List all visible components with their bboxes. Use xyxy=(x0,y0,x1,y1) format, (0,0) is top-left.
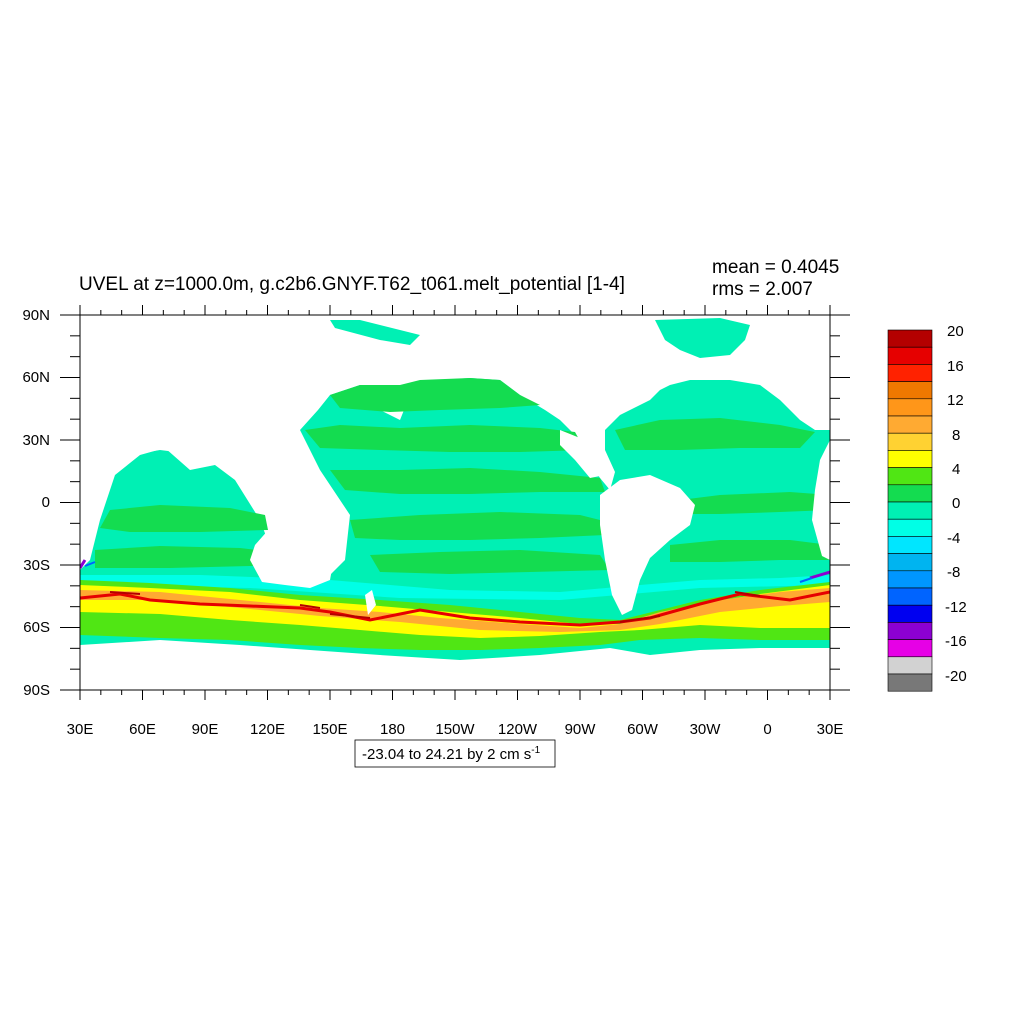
colorbar-label: 8 xyxy=(952,427,960,444)
acc-core-jet xyxy=(80,590,830,627)
colorbar-label: 4 xyxy=(952,461,960,478)
antarctica-land xyxy=(80,640,830,690)
x-tick-label: 180 xyxy=(380,721,405,738)
colorbar-box xyxy=(887,432,933,451)
acc-orange-band xyxy=(80,588,830,632)
arctic-field xyxy=(330,318,750,358)
atlantic-green-band-1 xyxy=(615,418,815,450)
colorbar-label: -16 xyxy=(945,633,967,650)
colorbar-box xyxy=(887,398,933,417)
colorbar-box xyxy=(887,622,933,640)
colorbar-box xyxy=(887,656,933,675)
y-tick-label: 60N xyxy=(22,369,50,386)
y-tick-label: 30N xyxy=(22,432,50,449)
x-tick-label: 30E xyxy=(67,721,94,738)
colorbar-label: -8 xyxy=(947,564,960,581)
colorbar-box xyxy=(887,467,933,486)
colorbar-label: -4 xyxy=(947,530,960,547)
colorbar-box xyxy=(887,450,933,468)
pacific-green-band-2 xyxy=(305,425,585,452)
acc-core-jet-dark xyxy=(109,591,761,623)
x-tick-label: 150E xyxy=(312,721,347,738)
pacific-green-band-1 xyxy=(330,378,540,412)
colorbar-box xyxy=(887,536,933,554)
colorbar-label: 20 xyxy=(947,323,964,340)
x-tick-label: 30W xyxy=(690,721,722,738)
atlantic-green-band-3 xyxy=(670,540,830,562)
y-tick-label: 30S xyxy=(23,557,50,574)
colorbar-labels: 20 16 12 8 4 0 -4 -8 -12 -16 -20 xyxy=(945,323,967,685)
eurasia-land xyxy=(80,320,330,470)
colorbar-label: -20 xyxy=(945,668,967,685)
colorbar-box xyxy=(887,381,933,400)
contour-range-box: -23.04 to 24.21 by 2 cm s-1 xyxy=(354,739,556,768)
plot-title: UVEL at z=1000.0m, g.c2b6.GNYF.T62_t061.… xyxy=(79,274,625,295)
colorbar-box xyxy=(887,484,933,503)
y-tick-label: 90N xyxy=(22,307,50,324)
ocean-field xyxy=(80,318,830,680)
contour-range-label: -23.04 to 24.21 by 2 cm s-1 xyxy=(362,745,541,763)
colorbar-box xyxy=(887,570,933,589)
land-masses xyxy=(80,320,830,690)
mean-label: mean = 0.4045 xyxy=(712,257,839,278)
colorbar-box xyxy=(887,518,933,537)
australia-land xyxy=(250,525,335,588)
africa-land xyxy=(812,440,830,560)
colorbar-box xyxy=(887,364,933,382)
x-tick-label: 60W xyxy=(627,721,659,738)
rms-label: rms = 2.007 xyxy=(712,279,813,300)
colorbar-box xyxy=(887,587,933,606)
colorbar-label: 12 xyxy=(947,392,964,409)
south-america-land xyxy=(600,475,695,615)
x-tick-label: 0 xyxy=(763,721,771,738)
indian-green-band-1 xyxy=(100,505,268,532)
x-tick-label: 120W xyxy=(498,721,538,738)
x-tick-label: 30E xyxy=(817,721,844,738)
pacific-green-band-5 xyxy=(370,550,610,574)
west-boundary-negative xyxy=(80,559,830,580)
colorbar-box xyxy=(887,329,933,348)
colorbar-box xyxy=(887,501,933,520)
axis-ticks xyxy=(60,305,850,700)
x-tick-label: 120E xyxy=(250,721,285,738)
pacific-green-band-3 xyxy=(330,468,605,494)
colorbar-box xyxy=(887,415,933,434)
colorbar-box xyxy=(887,346,933,365)
atlantic-green-band-2 xyxy=(680,492,830,514)
colorbar-box xyxy=(887,604,933,623)
colorbar xyxy=(887,329,933,692)
x-tick-label: 90E xyxy=(192,721,219,738)
pacific-green-band-4 xyxy=(350,512,605,540)
colorbar-box xyxy=(887,673,933,692)
x-tick-label: 150W xyxy=(435,721,475,738)
x-axis: 30E 60E 90E 120E 150E 180 150W 120W 90W … xyxy=(67,721,844,738)
contour-range-text: -23.04 to 24.21 by 2 cm s xyxy=(362,746,531,763)
x-tick-label: 90W xyxy=(565,721,597,738)
y-tick-label: 90S xyxy=(23,682,50,699)
contour-range-units-exponent: -1 xyxy=(531,745,540,756)
colorbar-label: -12 xyxy=(945,599,967,616)
map-plot-area xyxy=(80,315,830,690)
y-tick-label: 60S xyxy=(23,619,50,636)
central-america-land xyxy=(560,430,605,478)
colorbar-box xyxy=(887,639,933,658)
y-axis: 90N 60N 30N 0 30S 60S 90S xyxy=(22,307,50,699)
colorbar-label: 16 xyxy=(947,358,964,375)
y-tick-label: 0 xyxy=(42,494,50,511)
greenland-land xyxy=(760,320,830,400)
west-boundary-blue xyxy=(84,561,813,583)
colorbar-box xyxy=(887,553,933,572)
x-tick-label: 60E xyxy=(129,721,156,738)
colorbar-label: 0 xyxy=(952,495,960,512)
north-america-land xyxy=(500,320,640,395)
new-zealand-land xyxy=(365,590,376,615)
